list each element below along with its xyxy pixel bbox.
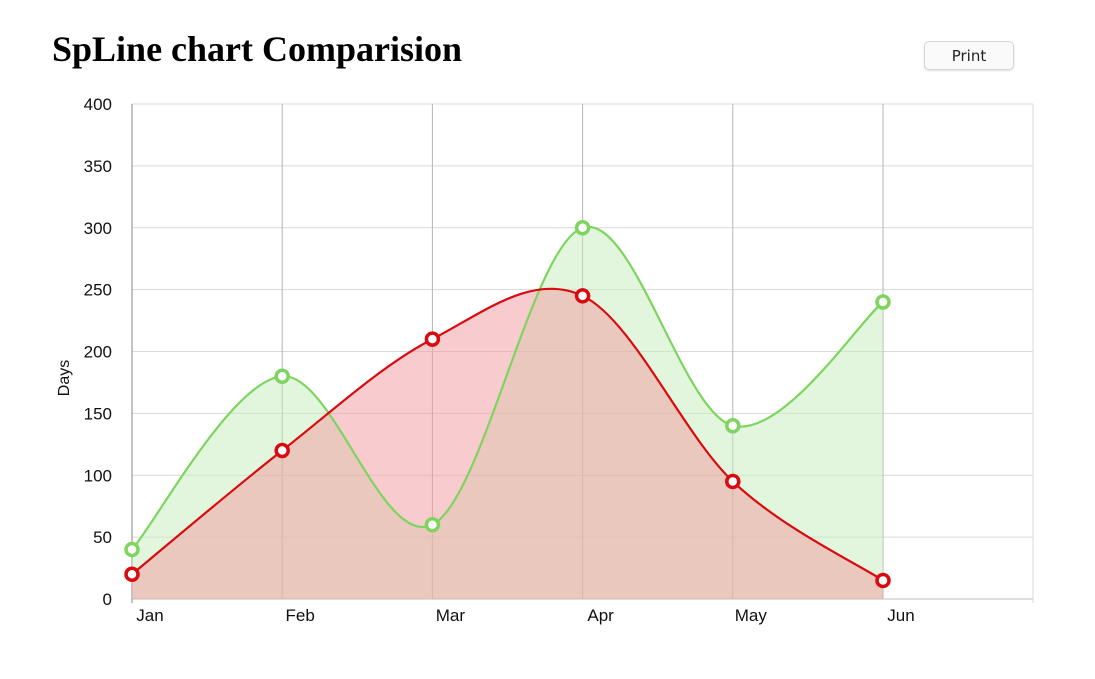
page-title: SpLine chart Comparision — [52, 29, 463, 69]
series-1-point-may — [725, 418, 741, 434]
y-tick-label: 200 — [84, 343, 112, 362]
chart-points — [124, 220, 891, 589]
y-axis-ticks: 0 50 100 150 200 250 300 350 400 — [84, 95, 112, 609]
x-tick-label: Jun — [887, 606, 914, 625]
series-2-point-jan — [124, 566, 140, 582]
y-tick-label: 300 — [84, 219, 112, 238]
y-tick-label: 0 — [103, 590, 112, 609]
x-tick-label: Mar — [436, 606, 466, 625]
chart-areas — [132, 226, 883, 599]
series-2-point-feb — [274, 442, 290, 459]
series-2-point-jun — [875, 572, 891, 589]
x-tick-label: Apr — [587, 606, 614, 625]
x-tick-label: Feb — [286, 606, 315, 625]
series-1-point-apr — [574, 220, 591, 236]
y-tick-label: 350 — [84, 157, 112, 176]
y-tick-label: 50 — [93, 528, 112, 547]
series-2-point-may — [725, 473, 741, 490]
y-tick-label: 150 — [84, 404, 112, 423]
series-1-point-feb — [274, 368, 290, 384]
x-tick-label: May — [735, 606, 768, 625]
series-2-area — [132, 288, 883, 599]
y-tick-label: 250 — [84, 281, 112, 300]
y-tick-label: 400 — [84, 95, 112, 114]
series-1-point-jun — [875, 294, 891, 310]
x-axis-ticks: Jan Feb Mar Apr May Jun — [136, 606, 914, 625]
series-2-point-mar — [424, 331, 441, 347]
y-tick-label: 100 — [84, 466, 112, 485]
print-button[interactable]: Print — [924, 41, 1014, 70]
series-1-point-jan — [124, 541, 140, 558]
series-2-point-apr — [574, 288, 591, 304]
series-2-line — [131, 287, 884, 582]
series-1-point-mar — [424, 517, 441, 533]
y-axis-title: Days — [56, 360, 73, 396]
x-tick-label: Jan — [136, 606, 163, 625]
